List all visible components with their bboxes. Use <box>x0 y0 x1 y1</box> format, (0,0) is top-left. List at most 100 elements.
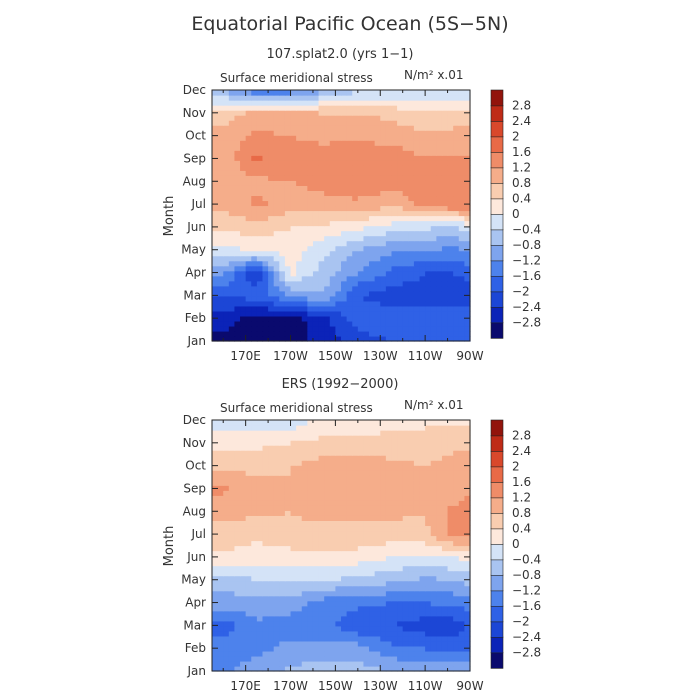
field-cell <box>324 220 331 227</box>
field-cell <box>234 525 241 532</box>
field-cell <box>307 535 314 542</box>
field-cell <box>408 330 415 337</box>
field-cell <box>256 285 264 292</box>
field-cell <box>217 560 224 567</box>
field-cell <box>335 655 342 662</box>
field-cell <box>346 480 353 486</box>
field-cell <box>335 630 342 637</box>
field-cell <box>312 200 320 207</box>
field-cell <box>318 540 325 547</box>
field-cell <box>447 195 454 202</box>
field-cell <box>453 485 460 491</box>
field-cell <box>223 205 230 212</box>
field-cell <box>419 190 426 197</box>
field-cell <box>290 460 297 466</box>
field-cell <box>256 150 264 156</box>
field-cell <box>290 615 297 622</box>
colorbar-swatch <box>490 151 504 169</box>
field-cell <box>430 310 437 317</box>
field-cell <box>251 605 258 612</box>
field-cell <box>307 145 314 151</box>
field-cell <box>413 200 421 207</box>
field-cell <box>441 610 449 617</box>
field-cell <box>262 165 269 171</box>
field-cell <box>374 545 381 552</box>
field-cell <box>290 210 297 217</box>
field-cell <box>380 595 387 602</box>
field-cell <box>251 615 258 622</box>
field-cell <box>380 445 387 451</box>
field-cell <box>262 545 269 552</box>
field-cell <box>335 420 342 426</box>
field-cell <box>324 255 331 262</box>
field-cell <box>284 475 292 481</box>
y-tick-label: Mar <box>183 618 206 632</box>
field-cell <box>240 515 247 521</box>
field-cell <box>413 330 421 337</box>
field-cell <box>391 165 398 171</box>
field-cell <box>296 155 303 161</box>
field-cell <box>441 570 449 577</box>
field-cell <box>296 90 303 96</box>
field-cell <box>436 205 443 212</box>
field-cell <box>385 295 393 302</box>
field-cell <box>346 130 353 136</box>
field-cell <box>318 115 325 121</box>
field-cell <box>408 640 415 647</box>
field-cell <box>357 320 365 327</box>
field-cell <box>369 190 376 197</box>
field-cell <box>408 230 415 237</box>
field-cell <box>251 565 258 572</box>
field-cell <box>268 110 275 116</box>
field-cell <box>217 455 224 461</box>
field-cell <box>436 140 443 146</box>
field-cell <box>352 235 359 242</box>
field-cell <box>245 260 252 267</box>
field-cell <box>324 230 331 237</box>
field-cell <box>284 115 292 121</box>
field-cell <box>374 490 381 496</box>
field-cell <box>402 505 409 511</box>
field-cell <box>447 575 454 582</box>
field-cell <box>307 650 314 657</box>
field-cell <box>425 600 432 607</box>
field-cell <box>402 575 409 582</box>
field-cell <box>301 565 308 572</box>
field-cell <box>385 95 393 101</box>
field-cell <box>453 320 460 327</box>
x-tick-label: 170W <box>273 679 308 693</box>
field-cell <box>447 505 454 511</box>
field-cell <box>346 435 353 441</box>
field-cell <box>436 155 443 161</box>
field-cell <box>312 600 320 607</box>
field-cell <box>284 260 292 267</box>
panel-subtitle: 107.splat2.0 (yrs 1−1) <box>267 47 414 62</box>
field-cell <box>318 300 325 307</box>
field-cell <box>453 645 460 652</box>
field-cell <box>346 630 353 637</box>
field-cell <box>447 550 454 557</box>
field-cell <box>357 130 365 136</box>
field-cell <box>312 425 320 431</box>
plot-area: JanFebMarAprMayJunJulAugSepOctNovDec170E… <box>181 413 484 693</box>
field-cell <box>318 155 325 161</box>
field-cell <box>228 625 236 632</box>
field-cell <box>273 660 280 667</box>
field-cell <box>268 300 275 307</box>
field-cell <box>430 565 437 572</box>
field-cell <box>408 140 415 146</box>
field-cell <box>408 560 415 567</box>
field-cell <box>369 90 376 96</box>
field-cell <box>385 185 393 191</box>
field-cell <box>447 615 454 622</box>
field-cell <box>217 610 224 617</box>
field-cell <box>408 215 415 222</box>
field-cell <box>284 500 292 506</box>
field-cell <box>290 265 297 272</box>
field-cell <box>329 170 336 176</box>
field-cell <box>447 515 454 521</box>
field-cell <box>268 515 275 521</box>
field-cell <box>419 220 426 227</box>
field-cell <box>223 130 230 136</box>
field-cell <box>273 235 280 242</box>
